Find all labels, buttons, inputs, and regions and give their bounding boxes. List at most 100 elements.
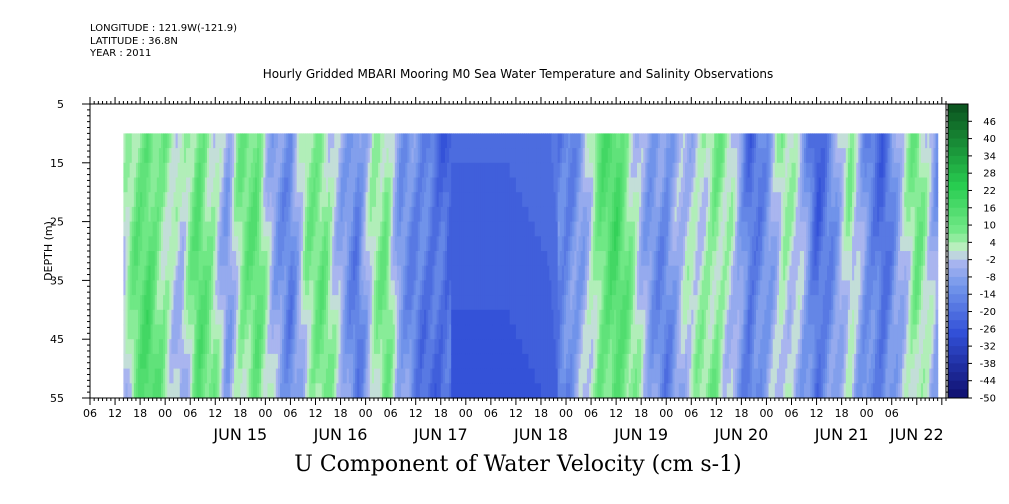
heatmap-cell	[630, 192, 634, 208]
heatmap-cell	[200, 236, 204, 252]
heatmap-cell	[695, 353, 699, 370]
heatmap-cell	[518, 206, 521, 223]
heatmap-cell	[204, 177, 208, 193]
heatmap-cell	[219, 339, 223, 355]
heatmap-cell	[492, 192, 496, 208]
heatmap-cell	[424, 324, 427, 340]
heatmap-cell	[248, 221, 252, 237]
heatmap-cell	[250, 309, 254, 326]
heatmap-cell	[618, 309, 621, 326]
heatmap-cell	[666, 221, 669, 237]
heatmap-cell	[229, 251, 233, 267]
heatmap-cell	[682, 295, 686, 311]
heatmap-cell	[234, 295, 237, 311]
heatmap-cell	[611, 206, 615, 223]
heatmap-cell	[388, 148, 392, 164]
heatmap-cell	[432, 339, 436, 355]
heatmap-cell	[624, 236, 628, 252]
heatmap-cell	[682, 265, 686, 281]
heatmap-cell	[288, 192, 292, 208]
heatmap-cell	[480, 251, 484, 267]
heatmap-cell	[630, 280, 634, 296]
heatmap-cell	[213, 206, 216, 223]
heatmap-cell	[365, 280, 369, 296]
heatmap-cell	[476, 295, 479, 311]
heatmap-cell	[664, 368, 667, 384]
heatmap-cell	[586, 324, 590, 340]
heatmap-cell	[455, 280, 459, 296]
heatmap-cell	[584, 368, 588, 384]
heatmap-cell	[204, 206, 208, 223]
heatmap-cell	[421, 368, 425, 384]
heatmap-cell	[484, 221, 488, 237]
heatmap-cell	[620, 251, 623, 267]
heatmap-cell	[313, 162, 317, 179]
heatmap-cell	[369, 309, 373, 326]
heatmap-cell	[469, 251, 473, 267]
heatmap-cell	[399, 221, 402, 237]
heatmap-cell	[693, 192, 697, 208]
heatmap-cell	[371, 148, 375, 164]
heatmap-cell	[641, 368, 644, 384]
heatmap-cell	[536, 221, 540, 237]
heatmap-cell	[566, 177, 569, 193]
heatmap-cell	[342, 206, 346, 223]
heatmap-cell	[363, 192, 367, 208]
heatmap-cell	[426, 324, 429, 340]
heatmap-cell	[177, 368, 181, 384]
heatmap-cell	[305, 221, 308, 237]
heatmap-cell	[417, 368, 421, 384]
heatmap-cell	[601, 251, 605, 267]
heatmap-cell	[209, 148, 212, 164]
heatmap-cell	[225, 177, 229, 193]
heatmap-cell	[549, 265, 553, 281]
heatmap-cell	[202, 206, 206, 223]
heatmap-cell	[234, 177, 237, 193]
heatmap-cell	[288, 309, 292, 326]
heatmap-cell	[227, 236, 231, 252]
heatmap-cell	[501, 236, 504, 252]
heatmap-cell	[279, 206, 283, 223]
heatmap-cell	[292, 295, 296, 311]
heatmap-cell	[407, 368, 411, 384]
heatmap-cell	[156, 251, 160, 267]
heatmap-cell	[553, 206, 557, 223]
heatmap-cell	[229, 162, 233, 179]
heatmap-cell	[142, 177, 145, 193]
heatmap-cell	[536, 265, 540, 281]
heatmap-cell	[616, 295, 619, 311]
heatmap-cell	[248, 236, 252, 252]
heatmap-cell	[142, 309, 145, 326]
heatmap-cell	[277, 383, 281, 399]
heatmap-cell	[135, 221, 139, 237]
heatmap-cell	[338, 324, 342, 340]
heatmap-cell	[215, 177, 218, 193]
heatmap-cell	[160, 295, 164, 311]
heatmap-cell	[181, 353, 185, 370]
heatmap-cell	[386, 148, 390, 164]
heatmap-cell	[350, 353, 354, 370]
heatmap-cell	[144, 192, 147, 208]
heatmap-cell	[127, 206, 131, 223]
heatmap-cell	[317, 206, 321, 223]
heatmap-cell	[380, 309, 383, 326]
heatmap-cell	[524, 383, 527, 399]
heatmap-cell	[346, 265, 350, 281]
heatmap-cell	[459, 324, 463, 340]
heatmap-cell	[645, 295, 649, 311]
heatmap-cell	[551, 192, 555, 208]
heatmap-cell	[478, 339, 482, 355]
heatmap-cell	[524, 162, 527, 179]
heatmap-cell	[286, 206, 289, 223]
heatmap-cell	[659, 339, 663, 355]
heatmap-cell	[355, 236, 358, 252]
heatmap-cell	[288, 251, 292, 267]
heatmap-cell	[211, 265, 214, 281]
heatmap-cell	[678, 206, 682, 223]
heatmap-cell	[509, 265, 513, 281]
heatmap-cell	[465, 368, 469, 384]
heatmap-cell	[215, 192, 218, 208]
heatmap-cell	[459, 133, 463, 149]
heatmap-cell	[463, 295, 467, 311]
heatmap-cell	[140, 177, 143, 193]
